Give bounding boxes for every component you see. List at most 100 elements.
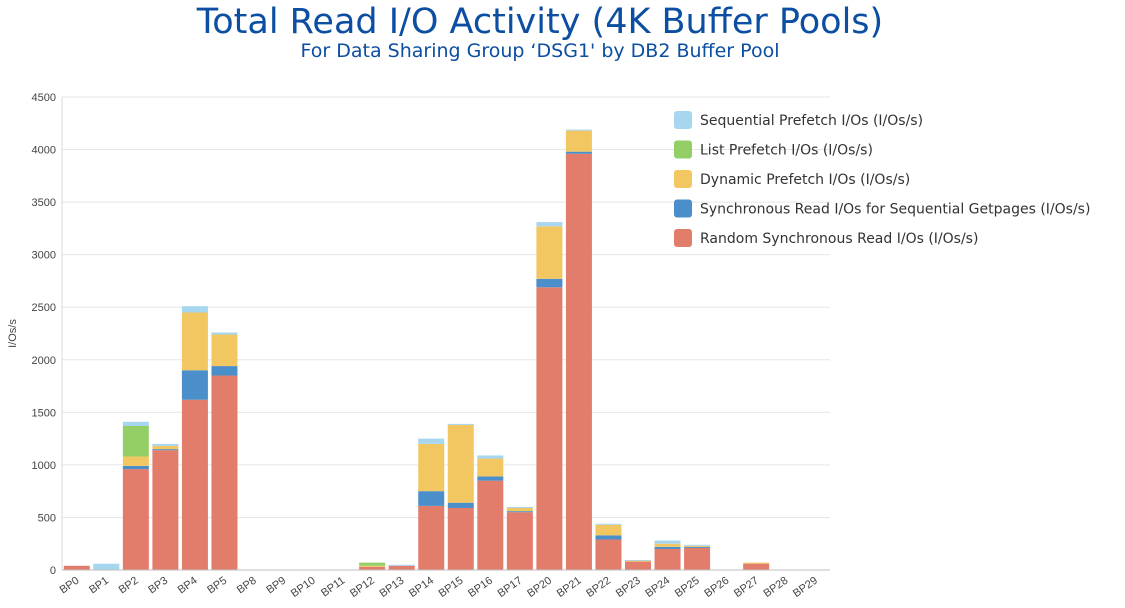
- legend-swatch[interactable]: [674, 111, 692, 129]
- bar-segment[interactable]: [152, 449, 179, 451]
- bar-segment[interactable]: [181, 399, 208, 570]
- x-tick-label: BP29: [791, 575, 820, 600]
- bar-segment[interactable]: [595, 523, 622, 525]
- bar-segment[interactable]: [359, 562, 386, 566]
- legend-swatch[interactable]: [674, 199, 692, 218]
- bar-segment[interactable]: [152, 445, 179, 450]
- bar-segment[interactable]: [122, 456, 149, 466]
- bar-segment[interactable]: [359, 565, 386, 567]
- bar-segment[interactable]: [595, 539, 622, 570]
- bar-segment[interactable]: [595, 535, 622, 540]
- y-tick-label: 4500: [32, 92, 56, 104]
- bar-segment[interactable]: [743, 562, 770, 564]
- y-tick-label: 1000: [32, 460, 56, 472]
- bar-segment[interactable]: [122, 425, 149, 457]
- bar-segment[interactable]: [388, 565, 415, 570]
- bar-segment[interactable]: [684, 546, 711, 548]
- x-tick-label: BP10: [289, 575, 318, 600]
- bar-segment[interactable]: [93, 563, 120, 570]
- bar-segment[interactable]: [447, 424, 474, 503]
- bar-segment[interactable]: [684, 545, 711, 547]
- y-tick-label: 3500: [32, 197, 56, 209]
- y-tick-label: 500: [38, 512, 56, 524]
- y-tick-label: 0: [50, 565, 56, 577]
- bar-segment[interactable]: [654, 540, 681, 544]
- legend: Sequential Prefetch I/Os (I/Os/s) List Pr…: [674, 111, 1090, 247]
- bar-segment[interactable]: [181, 312, 208, 371]
- bar-segment[interactable]: [418, 438, 445, 444]
- bar-segment[interactable]: [181, 370, 208, 400]
- y-tick-label: 1500: [32, 407, 56, 419]
- bar-segment[interactable]: [152, 450, 179, 570]
- bar-segment[interactable]: [565, 151, 592, 154]
- legend-item-label[interactable]: List Prefetch I/Os (I/Os/s): [700, 143, 873, 159]
- y-tick-label: 4000: [32, 145, 56, 157]
- bar-segment[interactable]: [122, 469, 149, 570]
- bar-segment[interactable]: [181, 306, 208, 313]
- bar-segment[interactable]: [565, 130, 592, 152]
- bar-segment[interactable]: [536, 287, 563, 570]
- bar-segment[interactable]: [211, 375, 238, 570]
- bar-segment[interactable]: [684, 547, 711, 570]
- bar-segment[interactable]: [477, 476, 504, 481]
- legend-swatch[interactable]: [674, 229, 692, 247]
- x-tick-label: BP9: [264, 575, 288, 597]
- bar-segment[interactable]: [506, 511, 533, 513]
- x-tick-label: BP15: [437, 575, 466, 600]
- legend-item-label[interactable]: Random Synchronous Read I/Os (I/Os/s): [700, 231, 978, 247]
- bar-segment[interactable]: [122, 465, 149, 470]
- y-tick-label: 3000: [32, 250, 56, 262]
- bar-segment[interactable]: [654, 546, 681, 549]
- bar-segment[interactable]: [152, 443, 179, 446]
- bar-segment[interactable]: [684, 544, 711, 546]
- x-tick-label: BP23: [614, 575, 643, 600]
- bar-segment[interactable]: [418, 443, 445, 492]
- x-tick-label: BP4: [176, 575, 200, 597]
- bar-segment[interactable]: [359, 566, 386, 570]
- bar-segment[interactable]: [536, 222, 563, 227]
- x-tick-label: BP8: [235, 575, 259, 597]
- bar-segment[interactable]: [211, 334, 238, 367]
- x-tick-label: BP11: [319, 575, 347, 600]
- bar-segment[interactable]: [536, 226, 563, 279]
- x-tick-label: BP0: [58, 575, 82, 597]
- bar-segment[interactable]: [418, 505, 445, 570]
- bar-segment[interactable]: [211, 332, 238, 335]
- legend-item-label[interactable]: Dynamic Prefetch I/Os (I/Os/s): [700, 172, 910, 188]
- legend-swatch[interactable]: [674, 170, 692, 188]
- bar-segment[interactable]: [447, 507, 474, 570]
- bar-segment[interactable]: [447, 502, 474, 508]
- bar-segment[interactable]: [477, 480, 504, 570]
- bar-segment[interactable]: [447, 423, 474, 425]
- bar-segment[interactable]: [506, 507, 533, 512]
- bar-segment[interactable]: [565, 153, 592, 570]
- bar-segment[interactable]: [625, 560, 651, 561]
- x-tick-label: BP20: [525, 575, 554, 600]
- bar-segment[interactable]: [506, 512, 533, 570]
- bar-segment[interactable]: [122, 421, 149, 426]
- bar-segment[interactable]: [477, 455, 504, 459]
- bar-segment[interactable]: [565, 129, 592, 131]
- bar-segment[interactable]: [536, 278, 563, 288]
- bar-segment[interactable]: [625, 561, 651, 570]
- x-tick-label: BP17: [496, 575, 525, 600]
- bar-segment[interactable]: [625, 560, 651, 562]
- x-tick-label: BP28: [761, 575, 790, 600]
- bar-segment[interactable]: [63, 565, 90, 570]
- x-tick-label: BP22: [584, 575, 613, 600]
- legend-swatch[interactable]: [674, 140, 692, 159]
- bar-segment[interactable]: [595, 524, 622, 536]
- x-tick-label: BP1: [87, 575, 111, 597]
- bar-segment[interactable]: [506, 506, 533, 508]
- x-tick-label: BP3: [146, 575, 170, 597]
- bar-segment[interactable]: [654, 543, 681, 547]
- bar-segment[interactable]: [388, 564, 415, 566]
- legend-item-label[interactable]: Synchronous Read I/Os for Sequential Get…: [700, 202, 1090, 218]
- bar-segment[interactable]: [654, 548, 681, 570]
- bar-segment[interactable]: [477, 458, 504, 477]
- bar-segment[interactable]: [211, 366, 238, 376]
- bar-segment[interactable]: [418, 491, 445, 506]
- legend-item-label[interactable]: Sequential Prefetch I/Os (I/Os/s): [700, 113, 923, 129]
- bar-segment[interactable]: [743, 563, 770, 570]
